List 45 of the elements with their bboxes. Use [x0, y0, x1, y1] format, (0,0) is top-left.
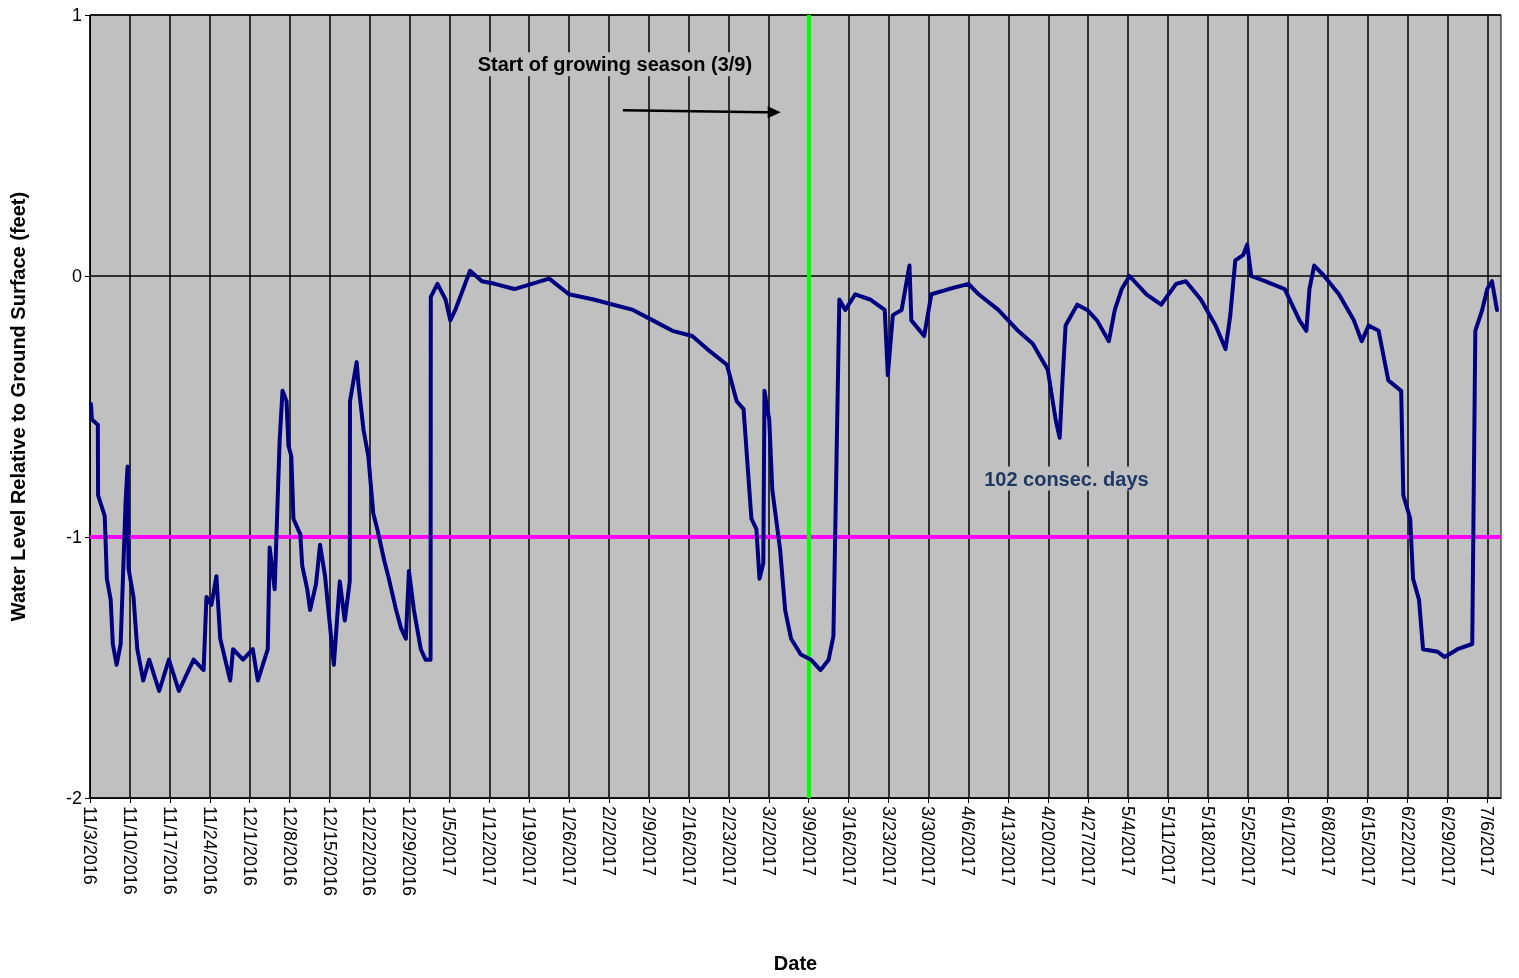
x-tick-label: 12/15/2016: [319, 806, 340, 897]
x-tick-label: 2/16/2017: [678, 806, 699, 887]
x-tick-label: 6/8/2017: [1317, 806, 1338, 877]
x-tick-label: 1/12/2017: [479, 806, 500, 887]
x-tick-label: 3/9/2017: [798, 806, 819, 877]
x-tick-label: 1/5/2017: [439, 806, 460, 877]
x-tick-label: 11/10/2016: [119, 806, 140, 895]
annotation: 102 consec. days: [984, 467, 1149, 490]
x-tick-label: 6/22/2017: [1397, 806, 1418, 887]
x-tick-label: 4/13/2017: [998, 806, 1019, 887]
x-tick-label: 3/23/2017: [878, 806, 899, 887]
x-tick-label: 11/3/2016: [80, 806, 100, 885]
y-tick-label: -2: [65, 788, 82, 808]
x-tick-label: 11/17/2016: [159, 806, 180, 895]
x-tick-label: 6/15/2017: [1357, 806, 1378, 887]
x-tick-label: 11/24/2016: [199, 806, 220, 895]
x-tick-label: 7/6/2017: [1477, 806, 1498, 877]
x-tick-label: 3/16/2017: [838, 806, 859, 887]
x-tick-label: 6/29/2017: [1437, 806, 1458, 887]
x-tick-label: 2/9/2017: [638, 806, 659, 877]
x-tick-label: 2/23/2017: [718, 806, 739, 887]
x-tick-label: 4/20/2017: [1038, 806, 1059, 887]
x-tick-label: 3/2/2017: [758, 806, 779, 877]
x-tick-label: 4/27/2017: [1078, 806, 1099, 887]
x-tick-label: 5/25/2017: [1237, 806, 1258, 887]
x-tick-label: 5/11/2017: [1158, 806, 1179, 885]
x-tick-label: 12/22/2016: [359, 806, 380, 897]
line-series: [88, 242, 1499, 693]
x-tick-label: 5/18/2017: [1197, 806, 1218, 887]
x-tick-label: 12/29/2016: [399, 806, 420, 897]
x-tick-label: 5/4/2017: [1118, 806, 1139, 877]
x-tick-label: 12/1/2016: [239, 806, 260, 887]
y-axis-title: Water Level Relative to Ground Surface (feet): [7, 191, 29, 622]
x-tick-label: 1/26/2017: [559, 806, 580, 887]
x-tick-label: 4/6/2017: [958, 806, 979, 877]
x-tick-label: 12/8/2016: [279, 806, 300, 887]
y-tick-label: 0: [71, 266, 82, 286]
x-tick-label: 3/30/2017: [918, 806, 939, 887]
annotation: Start of growing season (3/9): [477, 53, 753, 76]
x-tick-label: 6/1/2017: [1277, 806, 1298, 877]
x-axis-title: Date: [773, 952, 818, 974]
y-tick-label: -1: [65, 527, 82, 547]
x-tick-label: 2/2/2017: [599, 806, 620, 877]
y-tick-label: 1: [71, 5, 82, 25]
x-tick-label: 1/19/2017: [519, 806, 540, 887]
